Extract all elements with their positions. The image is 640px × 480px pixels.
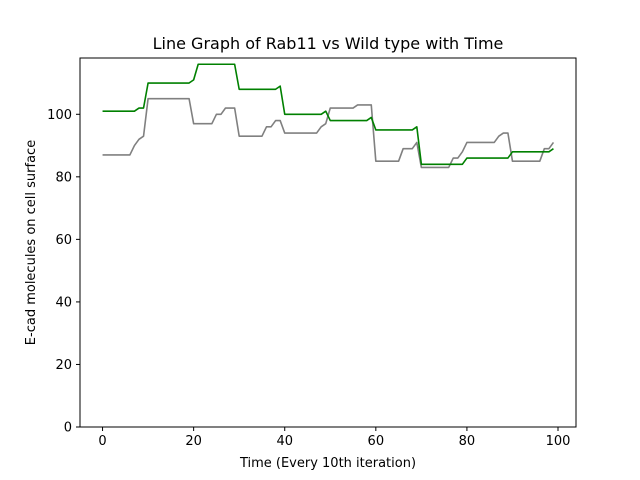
- x-axis: 0 20 40 60 80 100: [98, 427, 570, 449]
- x-tick-label: 100: [546, 434, 571, 449]
- y-tick-label: 80: [55, 170, 72, 185]
- y-axis: 0 20 40 60 80 100: [47, 108, 80, 436]
- x-tick-label: 20: [185, 434, 202, 449]
- y-tick-label: 100: [47, 108, 72, 123]
- y-tick-label: 60: [55, 233, 72, 248]
- x-axis-label: Time (Every 10th iteration): [239, 456, 416, 471]
- y-tick-label: 40: [55, 295, 72, 310]
- plot-frame: [79, 57, 577, 428]
- series-layer: [102, 63, 555, 169]
- chart-title: Line Graph of Rab11 vs Wild type with Ti…: [153, 34, 504, 53]
- y-tick-label: 20: [55, 358, 72, 373]
- series-line-2: [102, 63, 554, 166]
- series-line-1: [102, 97, 555, 169]
- x-tick-label: 60: [368, 434, 385, 449]
- x-tick-label: 0: [98, 434, 106, 449]
- plot-area: [79, 57, 577, 428]
- x-tick-label: 40: [276, 434, 293, 449]
- y-axis-label: E-cad molecules on cell surface: [24, 140, 39, 345]
- x-tick-label: 80: [459, 434, 476, 449]
- y-tick-label: 0: [64, 421, 72, 436]
